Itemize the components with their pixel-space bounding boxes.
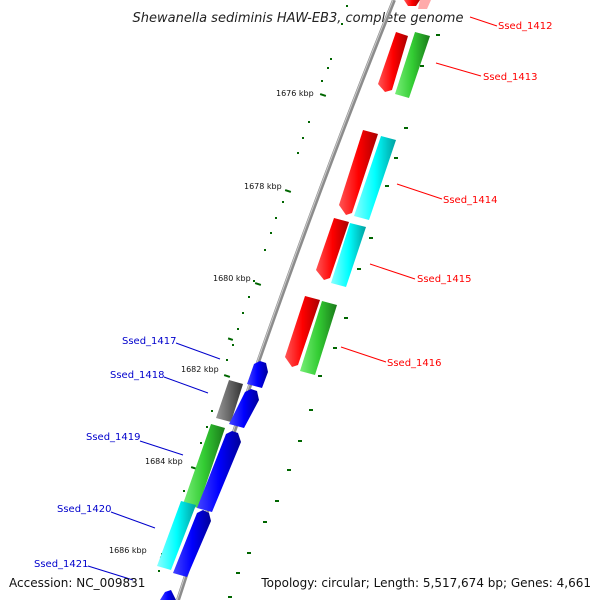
gene-ssed-1418[interactable] — [216, 380, 259, 428]
gene-label-ssed-1421[interactable]: Ssed_1421 — [34, 559, 89, 570]
gene-labels-plus — [340, 16, 498, 363]
map-title: Shewanella sediminis HAW-EB3, complete g… — [133, 11, 464, 26]
gene-ssed-1413[interactable] — [378, 32, 430, 98]
gene-ssed-1419[interactable] — [183, 424, 241, 512]
gene-ssed-1421[interactable] — [160, 590, 176, 600]
gene-ssed-1416[interactable] — [285, 296, 337, 375]
tick-label-1686: 1686 kbp — [109, 546, 147, 555]
gene-label-ssed-1414[interactable]: Ssed_1414 — [443, 195, 498, 206]
outer-tick-ring — [158, 5, 348, 572]
gene-label-ssed-1418[interactable]: Ssed_1418 — [110, 370, 165, 381]
gene-labels-minus — [87, 342, 221, 581]
gene-label-ssed-1415[interactable]: Ssed_1415 — [417, 274, 472, 285]
gene-ssed-1415[interactable] — [316, 218, 366, 287]
tick-label-1680: 1680 kbp — [213, 274, 251, 283]
tick-label-1682: 1682 kbp — [181, 365, 219, 374]
gene-label-ssed-1419[interactable]: Ssed_1419 — [86, 432, 141, 443]
gene-ssed-1420[interactable] — [157, 501, 211, 577]
gene-label-ssed-1413[interactable]: Ssed_1413 — [483, 72, 538, 83]
gene-label-ssed-1417[interactable]: Ssed_1417 — [122, 336, 177, 347]
gene-label-ssed-1420[interactable]: Ssed_1420 — [57, 504, 112, 515]
gene-ssed-1414[interactable] — [339, 130, 396, 220]
gene-label-ssed-1416[interactable]: Ssed_1416 — [387, 358, 442, 369]
topology-summary: Topology: circular; Length: 5,517,674 bp… — [260, 576, 591, 590]
accession-text: Accession: NC_009831 — [9, 576, 145, 590]
gene-label-ssed-1412[interactable]: Ssed_1412 — [498, 21, 553, 32]
tick-label-1676: 1676 kbp — [276, 89, 314, 98]
inner-tick-ring — [228, 34, 440, 598]
tick-label-1684: 1684 kbp — [145, 457, 183, 466]
gene-ssed-1417[interactable] — [247, 361, 268, 388]
tick-label-1678: 1678 kbp — [244, 182, 282, 191]
gene-ssed-1412[interactable] — [404, 0, 431, 9]
